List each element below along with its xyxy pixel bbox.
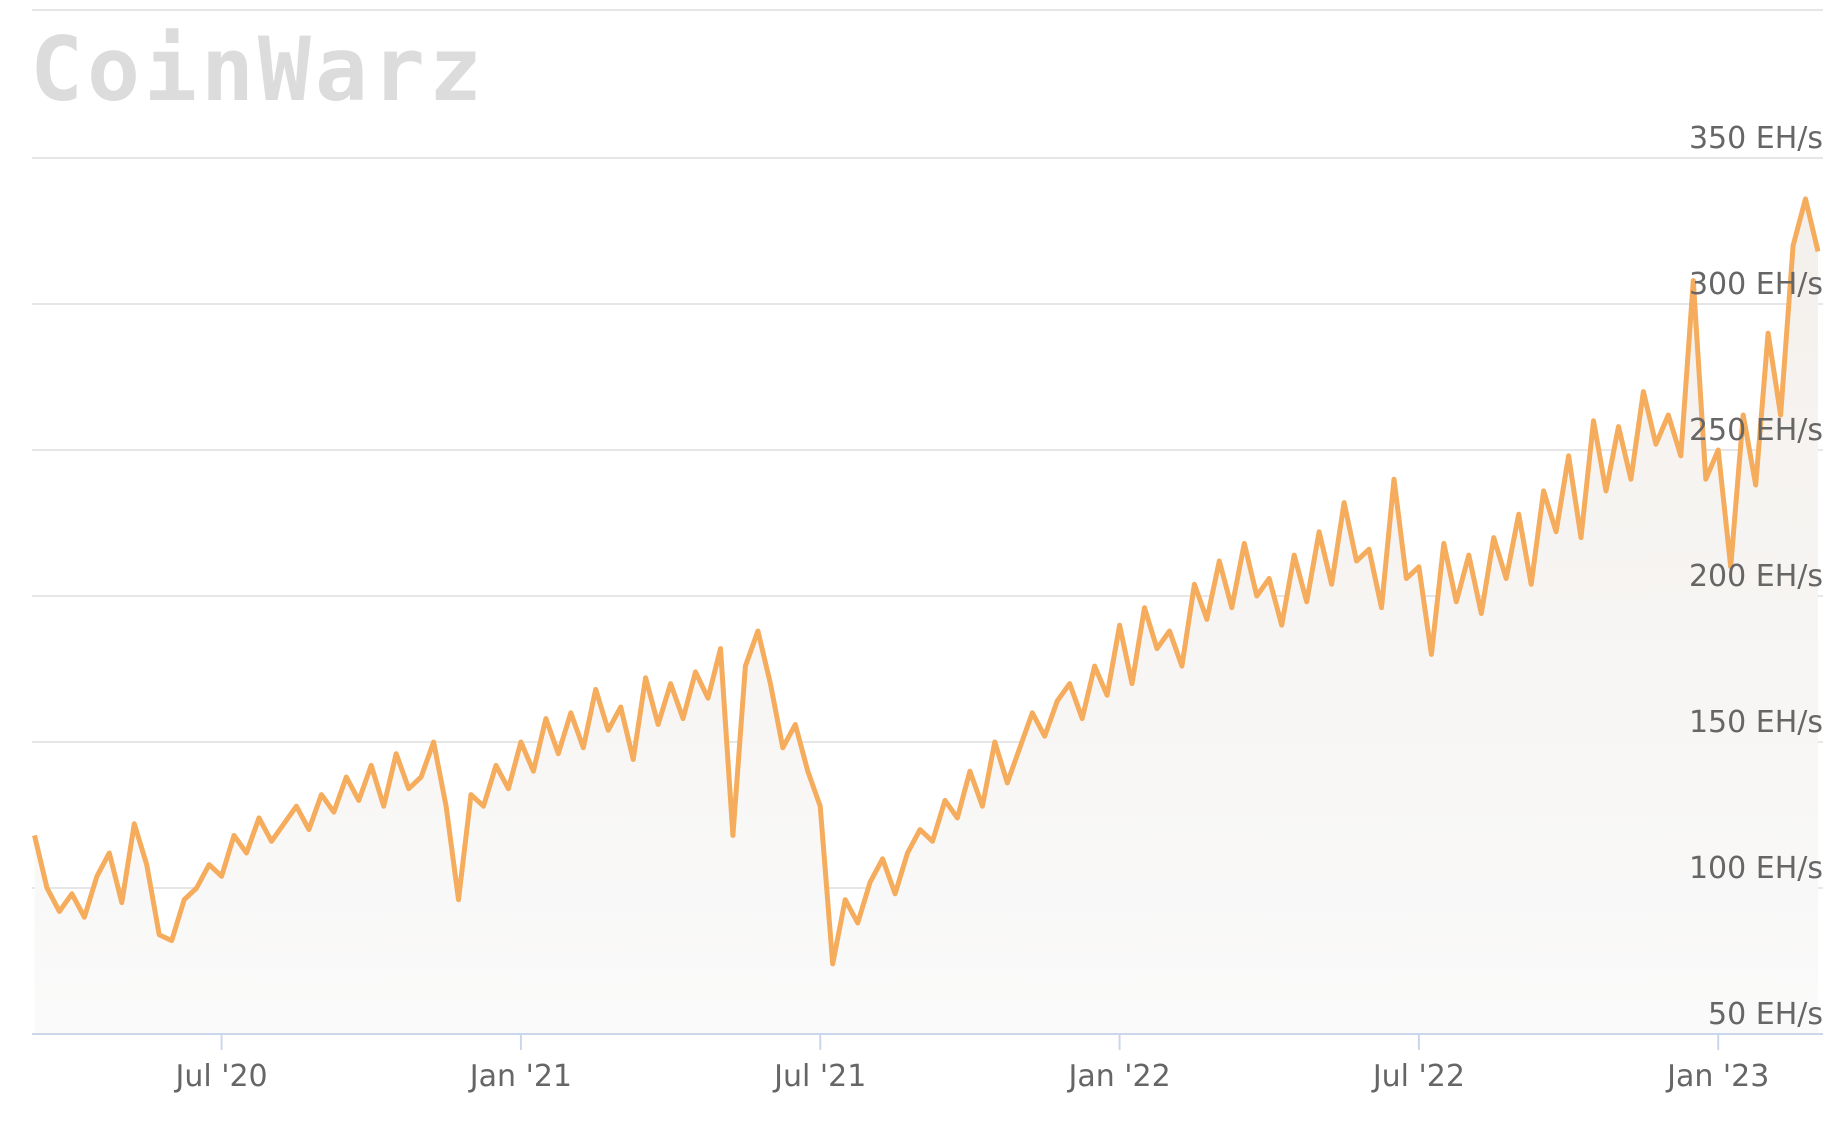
- y-tick-label: 350 EH/s: [1689, 121, 1823, 156]
- y-tick-label: 200 EH/s: [1689, 559, 1823, 594]
- y-tick-label: 300 EH/s: [1689, 267, 1823, 302]
- watermark: CoinWarz: [30, 18, 486, 121]
- x-tick-label: Jan '23: [1665, 1059, 1769, 1094]
- x-tick-label: Jul '22: [1371, 1059, 1465, 1094]
- y-tick-label: 150 EH/s: [1689, 705, 1823, 740]
- x-tick-label: Jan '22: [1066, 1059, 1170, 1094]
- line: [32, 196, 1821, 967]
- y-tick-label: 250 EH/s: [1689, 413, 1823, 448]
- y-tick-label: 50 EH/s: [1708, 997, 1823, 1032]
- x-tick-label: Jul '21: [772, 1059, 866, 1094]
- x-tick-label: Jan '21: [468, 1059, 572, 1094]
- x-tick-label: Jul '20: [173, 1059, 267, 1094]
- y-tick-label: 100 EH/s: [1689, 851, 1823, 886]
- area: [34, 198, 1819, 1034]
